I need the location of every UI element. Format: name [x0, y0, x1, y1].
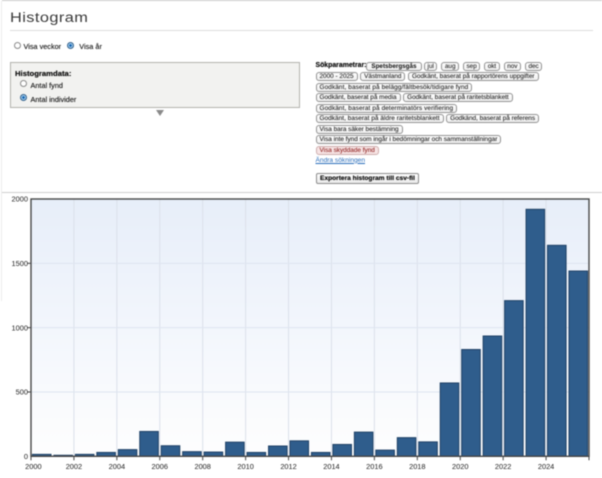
- svg-text:2010: 2010: [237, 462, 253, 471]
- svg-text:2002: 2002: [66, 462, 82, 471]
- svg-text:2012: 2012: [280, 462, 296, 471]
- svg-text:2022: 2022: [495, 462, 511, 471]
- svg-text:2020: 2020: [452, 462, 468, 471]
- svg-text:2000: 2000: [12, 195, 28, 204]
- svg-text:2008: 2008: [194, 462, 210, 471]
- svg-text:2014: 2014: [323, 462, 339, 471]
- svg-text:1500: 1500: [12, 259, 28, 268]
- svg-text:2006: 2006: [152, 462, 168, 471]
- svg-text:2018: 2018: [409, 462, 425, 471]
- svg-text:2004: 2004: [109, 462, 125, 471]
- svg-text:500: 500: [16, 388, 28, 397]
- svg-text:2000: 2000: [25, 462, 41, 471]
- svg-text:1000: 1000: [12, 323, 28, 332]
- svg-text:0: 0: [24, 452, 28, 461]
- svg-text:2016: 2016: [366, 462, 382, 471]
- svg-text:2024: 2024: [538, 462, 554, 471]
